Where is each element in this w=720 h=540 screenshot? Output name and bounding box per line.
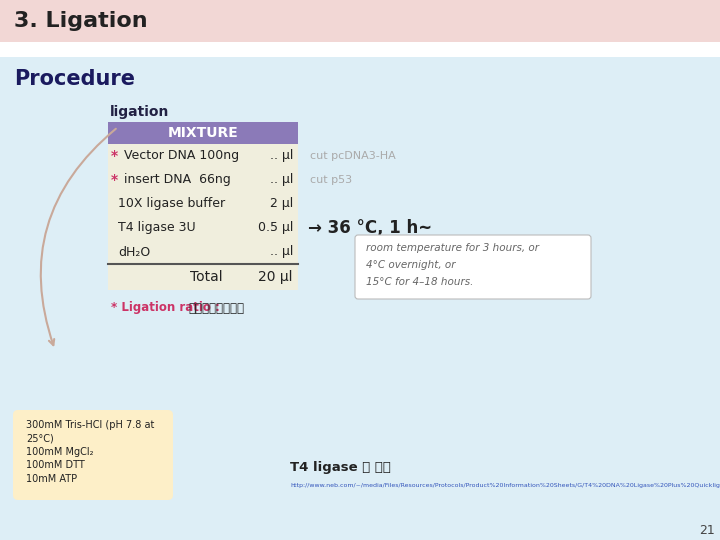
Text: .. μl: .. μl bbox=[269, 150, 293, 163]
FancyArrowPatch shape bbox=[41, 129, 116, 345]
Text: 25°C): 25°C) bbox=[26, 434, 54, 443]
Text: cut pcDNA3-HA: cut pcDNA3-HA bbox=[310, 151, 396, 161]
Text: MIXTURE: MIXTURE bbox=[168, 126, 238, 140]
Text: 0.5 μl: 0.5 μl bbox=[258, 221, 293, 234]
Text: Procedure: Procedure bbox=[14, 69, 135, 89]
Text: T4 ligase 의 정보: T4 ligase 의 정보 bbox=[290, 462, 391, 475]
Text: 300mM Tris-HCl (pH 7.8 at: 300mM Tris-HCl (pH 7.8 at bbox=[26, 420, 154, 430]
Text: *: * bbox=[111, 173, 118, 187]
Text: 4°C overnight, or: 4°C overnight, or bbox=[366, 260, 456, 270]
FancyBboxPatch shape bbox=[355, 235, 591, 299]
Bar bbox=[0, 57, 720, 540]
Text: dH₂O: dH₂O bbox=[118, 246, 150, 259]
Bar bbox=[108, 144, 298, 264]
Text: .. μl: .. μl bbox=[269, 173, 293, 186]
Text: 다음슬라이드참조: 다음슬라이드참조 bbox=[188, 301, 244, 314]
Text: 10X ligase buffer: 10X ligase buffer bbox=[118, 198, 225, 211]
Text: 100mM MgCl₂: 100mM MgCl₂ bbox=[26, 447, 94, 457]
Bar bbox=[108, 122, 298, 144]
Text: T4 ligase 3U: T4 ligase 3U bbox=[118, 221, 196, 234]
Text: 3. Ligation: 3. Ligation bbox=[14, 11, 148, 31]
Text: *: * bbox=[111, 149, 118, 163]
Text: 15°C for 4–18 hours.: 15°C for 4–18 hours. bbox=[366, 277, 473, 287]
Bar bbox=[0, 42, 720, 57]
Text: 21: 21 bbox=[699, 523, 715, 537]
Bar bbox=[108, 264, 298, 290]
FancyBboxPatch shape bbox=[13, 410, 173, 500]
Text: insert DNA  66ng: insert DNA 66ng bbox=[124, 173, 230, 186]
Text: 20 μl: 20 μl bbox=[258, 270, 293, 284]
Text: * Ligation ratio :: * Ligation ratio : bbox=[111, 301, 224, 314]
Text: → 36 °C, 1 h~: → 36 °C, 1 h~ bbox=[308, 219, 432, 237]
Text: 10mM ATP: 10mM ATP bbox=[26, 474, 77, 484]
Text: http://www.neb.com/~/media/Files/Resources/Protocols/Product%20Information%20She: http://www.neb.com/~/media/Files/Resourc… bbox=[290, 483, 720, 489]
Text: ligation: ligation bbox=[110, 105, 169, 119]
Text: room temperature for 3 hours, or: room temperature for 3 hours, or bbox=[366, 243, 539, 253]
Text: Vector DNA 100ng: Vector DNA 100ng bbox=[124, 150, 239, 163]
Bar bbox=[0, 0, 720, 42]
Text: 2 μl: 2 μl bbox=[270, 198, 293, 211]
Text: .. μl: .. μl bbox=[269, 246, 293, 259]
Text: Total: Total bbox=[191, 270, 223, 284]
Text: cut p53: cut p53 bbox=[310, 175, 352, 185]
Text: 100mM DTT: 100mM DTT bbox=[26, 461, 85, 470]
